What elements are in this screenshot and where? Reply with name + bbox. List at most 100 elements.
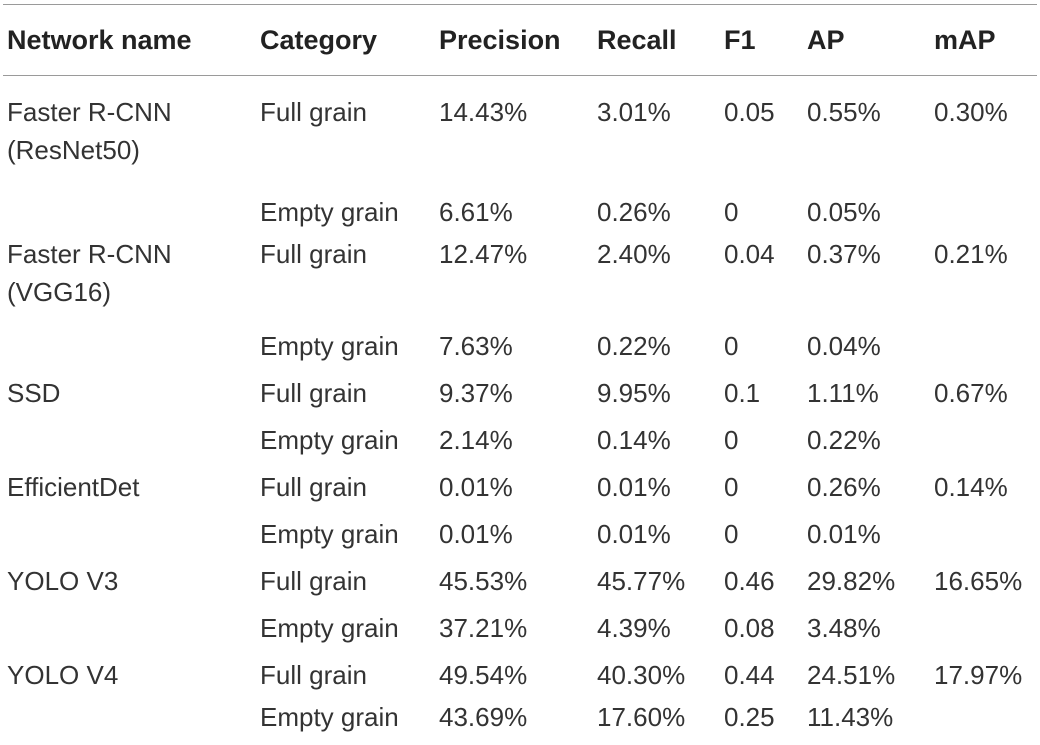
cell-f1: 0.25 (724, 701, 775, 732)
cell-map: 0.14% (934, 471, 1008, 502)
cell-map: 0.21% (934, 238, 1008, 269)
cell-precision: 12.47% (439, 238, 528, 269)
cell-category: Empty grain (260, 701, 399, 732)
cell-ap: 1.11% (807, 377, 879, 408)
cell-ap: 0.01% (807, 518, 881, 549)
cell-network: Faster R-CNN (ResNet50) (7, 97, 172, 165)
cell-ap: 0.04% (807, 330, 881, 361)
cell-f1: 0.08 (724, 612, 775, 643)
cell-f1: 0.44 (724, 659, 775, 690)
cell-recall: 4.39% (597, 612, 671, 643)
cell-category: Full grain (260, 238, 367, 269)
cell-precision: 49.54% (439, 659, 528, 690)
cell-f1: 0 (724, 518, 739, 549)
cell-category: Full grain (260, 659, 367, 690)
cell-ap: 0.37% (807, 238, 881, 269)
cell-ap: 3.48% (807, 612, 881, 643)
cell-precision: 9.37% (439, 377, 513, 408)
cell-map (930, 604, 1037, 651)
table-row: YOLO V3 Full grain 45.53% 45.77% 0.46 29… (3, 557, 1037, 604)
table-header-row: Network name Category Precision Recall F… (3, 4, 1037, 76)
cell-recall: 9.95% (597, 377, 671, 408)
cell-map: 0.30% (934, 97, 1008, 127)
cell-network (3, 510, 256, 557)
cell-ap: 24.51% (807, 659, 896, 690)
results-table: Network name Category Precision Recall F… (3, 4, 1037, 745)
cell-ap: 29.82% (807, 565, 896, 596)
cell-category: Full grain (260, 377, 367, 408)
cell-map (930, 188, 1037, 235)
header-recall: Recall (597, 24, 677, 55)
cell-network: YOLO V4 (7, 659, 119, 690)
table-row: Faster R-CNN (VGG16) Full grain 12.47% 2… (3, 235, 1037, 322)
cell-precision: 7.63% (439, 330, 513, 361)
cell-recall: 3.01% (597, 97, 671, 127)
cell-category: Full grain (260, 471, 367, 502)
cell-recall: 0.26% (597, 196, 671, 227)
cell-f1: 0 (724, 471, 739, 502)
cell-category: Empty grain (260, 196, 399, 227)
cell-network (3, 698, 256, 745)
cell-f1: 0.46 (724, 565, 775, 596)
header-ap: AP (807, 24, 845, 55)
cell-recall: 0.01% (597, 518, 671, 549)
table-row: Empty grain 43.69% 17.60% 0.25 11.43% (3, 698, 1037, 745)
cell-recall: 17.60% (597, 701, 686, 732)
cell-ap: 0.55% (807, 97, 881, 127)
cell-network (3, 188, 256, 235)
cell-category: Full grain (260, 97, 367, 127)
cell-precision: 6.61% (439, 196, 513, 227)
table-row: YOLO V4 Full grain 49.54% 40.30% 0.44 24… (3, 651, 1037, 698)
cell-map (930, 510, 1037, 557)
table-row: Empty grain 6.61% 0.26% 0 0.05% (3, 188, 1037, 235)
table-row: SSD Full grain 9.37% 9.95% 0.1 1.11% 0.6… (3, 369, 1037, 416)
cell-network: SSD (7, 377, 61, 408)
results-table-container: Network name Category Precision Recall F… (3, 0, 1037, 745)
cell-recall: 45.77% (597, 565, 686, 596)
cell-f1: 0.1 (724, 377, 761, 408)
cell-network: EfficientDet (7, 471, 140, 502)
cell-network (3, 322, 256, 369)
cell-map (930, 322, 1037, 369)
cell-network: YOLO V3 (7, 565, 119, 596)
cell-precision: 43.69% (439, 701, 528, 732)
cell-category: Empty grain (260, 518, 399, 549)
cell-map (930, 698, 1037, 745)
table-row: Empty grain 7.63% 0.22% 0 0.04% (3, 322, 1037, 369)
cell-network (3, 416, 256, 463)
cell-precision: 0.01% (439, 471, 513, 502)
cell-f1: 0 (724, 196, 739, 227)
cell-ap: 0.05% (807, 196, 881, 227)
cell-recall: 0.01% (597, 471, 671, 502)
cell-precision: 2.14% (439, 424, 513, 455)
cell-precision: 14.43% (439, 97, 528, 127)
cell-category: Full grain (260, 565, 367, 596)
table-row: Empty grain 2.14% 0.14% 0 0.22% (3, 416, 1037, 463)
cell-category: Empty grain (260, 424, 399, 455)
cell-recall: 0.22% (597, 330, 671, 361)
cell-category: Empty grain (260, 330, 399, 361)
cell-precision: 0.01% (439, 518, 513, 549)
cell-recall: 2.40% (597, 238, 671, 269)
header-precision: Precision (439, 24, 561, 55)
cell-ap: 0.26% (807, 471, 881, 502)
table-row: Empty grain 37.21% 4.39% 0.08 3.48% (3, 604, 1037, 651)
table-row: EfficientDet Full grain 0.01% 0.01% 0 0.… (3, 463, 1037, 510)
header-network-name: Network name (7, 24, 192, 55)
cell-f1: 0.04 (724, 238, 775, 269)
cell-category: Empty grain (260, 612, 399, 643)
cell-recall: 0.14% (597, 424, 671, 455)
cell-f1: 0 (724, 330, 739, 361)
cell-precision: 45.53% (439, 565, 528, 596)
cell-f1: 0 (724, 424, 739, 455)
cell-map: 17.97% (934, 659, 1023, 690)
table-row: Faster R-CNN (ResNet50) Full grain 14.43… (3, 76, 1037, 188)
cell-map: 0.67% (934, 377, 1008, 408)
cell-map (930, 416, 1037, 463)
header-f1: F1 (724, 24, 756, 55)
table-row: Empty grain 0.01% 0.01% 0 0.01% (3, 510, 1037, 557)
cell-precision: 37.21% (439, 612, 528, 643)
cell-recall: 40.30% (597, 659, 686, 690)
cell-ap: 0.22% (807, 424, 881, 455)
cell-network: Faster R-CNN (VGG16) (7, 238, 172, 307)
